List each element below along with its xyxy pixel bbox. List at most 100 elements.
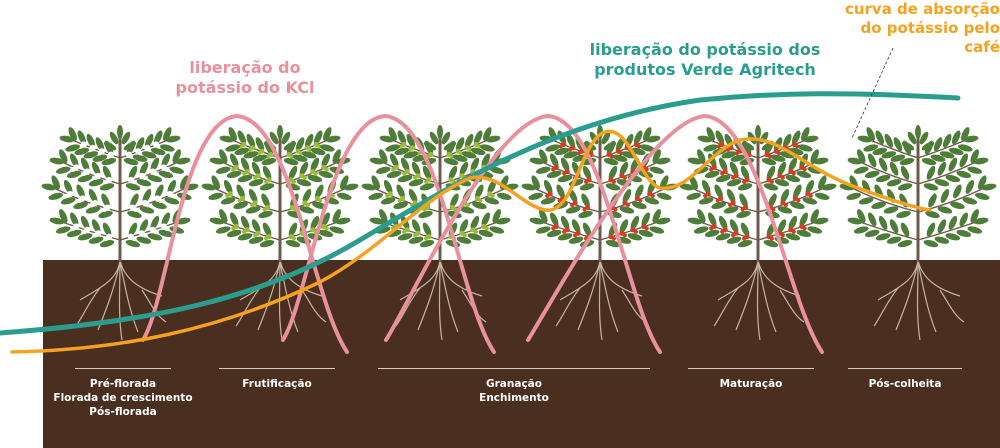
- leaf: [251, 219, 261, 234]
- leaf: [897, 239, 913, 248]
- leaf: [245, 206, 261, 214]
- leaf: [698, 197, 714, 205]
- leaf: [446, 140, 456, 155]
- leaf: [102, 222, 112, 237]
- leaf: [318, 170, 334, 179]
- leaf: [796, 170, 812, 179]
- leaf: [886, 236, 902, 244]
- leaf: [226, 170, 242, 179]
- leaf: [88, 179, 104, 187]
- leaf: [125, 239, 141, 248]
- leaf: [167, 179, 177, 194]
- leaf: [49, 157, 65, 165]
- leaf: [715, 233, 731, 241]
- leaf: [130, 193, 139, 208]
- verde-release-label: liberação do potássio dos produtos Verde…: [570, 40, 840, 80]
- leaf: [780, 189, 790, 203]
- leaf: [383, 179, 393, 194]
- leaf: [697, 209, 706, 223]
- leaf: [299, 206, 315, 214]
- leaf: [608, 165, 618, 180]
- leaf: [581, 193, 590, 208]
- leaf: [139, 161, 149, 176]
- leaf: [619, 206, 635, 214]
- leaf: [649, 226, 665, 234]
- leaf: [161, 153, 171, 168]
- leaf: [88, 236, 104, 244]
- leaf: [389, 153, 399, 168]
- leaf: [261, 193, 270, 208]
- leaf: [310, 215, 320, 230]
- leaf: [704, 229, 720, 238]
- leaf: [619, 219, 629, 234]
- leaf: [933, 137, 943, 152]
- leaf: [704, 170, 720, 179]
- leaf: [881, 151, 897, 159]
- leaf: [83, 151, 99, 159]
- leaf: [66, 170, 82, 179]
- leaf: [49, 217, 65, 225]
- leaf: [121, 131, 131, 145]
- leaf: [277, 125, 283, 139]
- leaf: [258, 210, 273, 219]
- leaf: [528, 192, 544, 200]
- leaf: [248, 236, 264, 244]
- leaf: [934, 236, 950, 244]
- leaf: [560, 157, 570, 172]
- stage-pos-colheita: Pós-colheita: [848, 368, 962, 391]
- leaf: [556, 184, 565, 199]
- leaf: [248, 189, 258, 203]
- leaf: [641, 212, 651, 227]
- leaf: [240, 157, 250, 172]
- leaf: [88, 189, 98, 203]
- leaf: [706, 127, 715, 141]
- leaf: [397, 174, 413, 183]
- leaf: [483, 127, 492, 141]
- leaf: [659, 175, 669, 190]
- absorption-curve-label: curva de absorção do potássio pelo café: [820, 0, 1000, 57]
- leaf: [422, 165, 432, 180]
- leaf: [939, 151, 955, 159]
- leaf: [899, 157, 915, 166]
- leaf: [785, 233, 801, 241]
- leaf: [857, 149, 866, 164]
- leaf: [132, 154, 148, 162]
- leaf: [117, 125, 123, 139]
- leaf: [605, 239, 621, 248]
- leaf: [127, 210, 142, 219]
- stage-label: Granação: [486, 378, 542, 390]
- leaf: [269, 131, 279, 145]
- leaf: [981, 183, 997, 191]
- leaf: [175, 157, 191, 165]
- leaf: [91, 161, 101, 176]
- leaf: [141, 151, 157, 159]
- leaf: [467, 233, 483, 241]
- leaf: [285, 239, 301, 248]
- leaf: [763, 183, 779, 191]
- leaf: [606, 140, 616, 155]
- leaf: [128, 165, 138, 180]
- leaf: [777, 161, 787, 176]
- leaf: [715, 174, 731, 183]
- leaf: [956, 170, 972, 179]
- leaf: [535, 226, 551, 234]
- leaf: [797, 144, 813, 152]
- leaf: [95, 137, 105, 152]
- leaf: [310, 157, 320, 172]
- leaf: [543, 179, 553, 194]
- leaf: [158, 170, 174, 179]
- coffee-plant: [679, 125, 837, 262]
- leaf: [810, 149, 819, 164]
- leaf: [886, 179, 902, 187]
- leaf: [814, 192, 830, 200]
- leaf: [615, 137, 625, 152]
- leaf: [656, 192, 672, 200]
- leaf: [639, 144, 655, 152]
- leaf: [959, 212, 969, 227]
- leaf: [959, 153, 969, 168]
- leaf: [459, 161, 469, 176]
- leaf: [243, 151, 259, 159]
- leaf: [974, 192, 990, 200]
- leaf: [473, 130, 483, 145]
